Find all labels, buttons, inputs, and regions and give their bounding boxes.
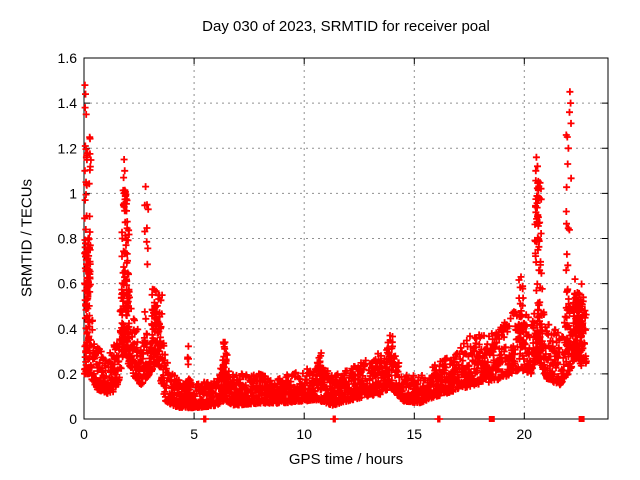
x-tick-label: 15 <box>407 426 423 442</box>
x-axis-label: GPS time / hours <box>288 451 404 468</box>
y-tick-label: 1.2 <box>58 140 78 156</box>
y-tick-label: 1.4 <box>58 95 78 111</box>
y-tick-label: 0.4 <box>58 321 78 337</box>
y-tick-label: 0.6 <box>58 276 78 292</box>
y-tick-label: 0.8 <box>58 231 78 247</box>
scatter-points <box>81 81 590 423</box>
x-tick-label: 0 <box>80 426 88 442</box>
x-tick-label: 20 <box>517 426 533 442</box>
x-tick-label: 10 <box>296 426 312 442</box>
y-tick-label: 1.6 <box>58 50 78 66</box>
x-tick-label: 5 <box>190 426 198 442</box>
y-tick-label: 1 <box>69 185 77 201</box>
gridlines <box>84 58 608 419</box>
zero-square-marker <box>488 416 495 422</box>
zero-square-marker <box>578 416 585 422</box>
y-tick-label: 0 <box>69 411 77 427</box>
chart-title: Day 030 of 2023, SRMTID for receiver poa… <box>202 18 490 35</box>
y-tick-label: 0.2 <box>58 366 78 382</box>
